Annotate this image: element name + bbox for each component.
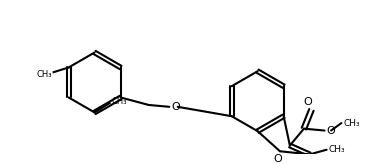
Text: CH₃: CH₃ <box>343 119 360 128</box>
Text: CH₃: CH₃ <box>112 97 127 106</box>
Text: CH₃: CH₃ <box>328 145 345 154</box>
Text: CH₃: CH₃ <box>36 70 52 79</box>
Text: O: O <box>303 97 312 107</box>
Text: O: O <box>171 102 180 112</box>
Text: O: O <box>274 154 283 164</box>
Text: O: O <box>327 125 335 135</box>
